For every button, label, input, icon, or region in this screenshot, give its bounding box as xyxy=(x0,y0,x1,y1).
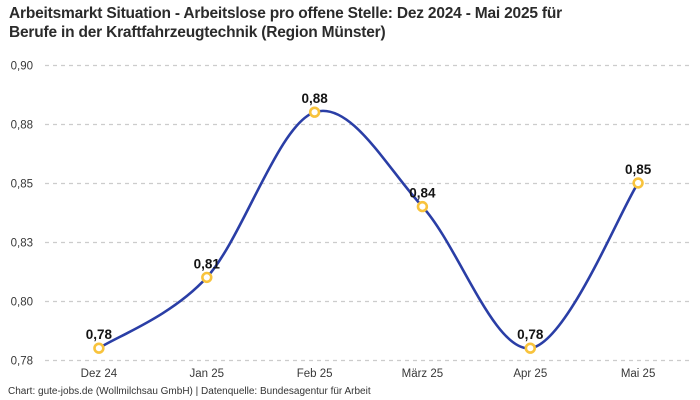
x-tick-label: Jan 25 xyxy=(190,368,225,380)
data-point-marker xyxy=(416,200,429,213)
data-point-marker xyxy=(308,106,321,118)
data-point-label: 0,81 xyxy=(194,256,221,271)
series-line xyxy=(97,109,640,350)
data-point-marker xyxy=(524,342,536,354)
x-tick-label: März 25 xyxy=(402,368,444,380)
x-tick-label: Dez 24 xyxy=(81,368,118,380)
x-tick-label: Feb 25 xyxy=(297,368,333,380)
data-point-markers xyxy=(93,106,644,354)
data-point-label: 0,85 xyxy=(625,162,652,177)
y-axis-labels: 0,78 0,80 0,83 0,85 0,88 0,90 xyxy=(11,61,33,368)
y-tick-label: 0,83 xyxy=(11,238,33,250)
data-point-labels: 0,78 0,81 0,88 0,84 0,78 0,85 xyxy=(86,91,652,342)
y-tick-label: 0,90 xyxy=(11,61,33,73)
y-tick-label: 0,88 xyxy=(11,120,33,132)
y-tick-label: 0,78 xyxy=(11,356,33,368)
data-point-marker xyxy=(632,177,644,189)
data-point-label: 0,78 xyxy=(517,327,544,342)
data-point-label: 0,88 xyxy=(301,91,328,106)
chart-title-line-1: Arbeitsmarkt Situation - Arbeitslose pro… xyxy=(9,5,562,22)
y-tick-label: 0,80 xyxy=(11,297,33,309)
chart-title: Arbeitsmarkt Situation - Arbeitslose pro… xyxy=(9,4,695,42)
data-point-marker xyxy=(93,342,105,354)
attribution-footer: Chart: gute-jobs.de (Wollmilchsau GmbH) … xyxy=(8,386,371,397)
chart-title-line-2: Berufe in der Kraftfahrzeugtechnik (Regi… xyxy=(9,24,386,41)
y-tick-label: 0,85 xyxy=(11,179,33,191)
data-point-label: 0,84 xyxy=(409,186,436,201)
data-point-marker xyxy=(201,271,213,284)
x-tick-label: Mai 25 xyxy=(621,368,656,380)
x-tick-label: Apr 25 xyxy=(513,368,547,380)
gridlines xyxy=(45,64,692,362)
data-point-label: 0,78 xyxy=(86,327,113,342)
series-path xyxy=(97,109,640,350)
x-axis-labels: Dez 24 Jan 25 Feb 25 März 25 Apr 25 Mai 25 xyxy=(81,368,656,380)
